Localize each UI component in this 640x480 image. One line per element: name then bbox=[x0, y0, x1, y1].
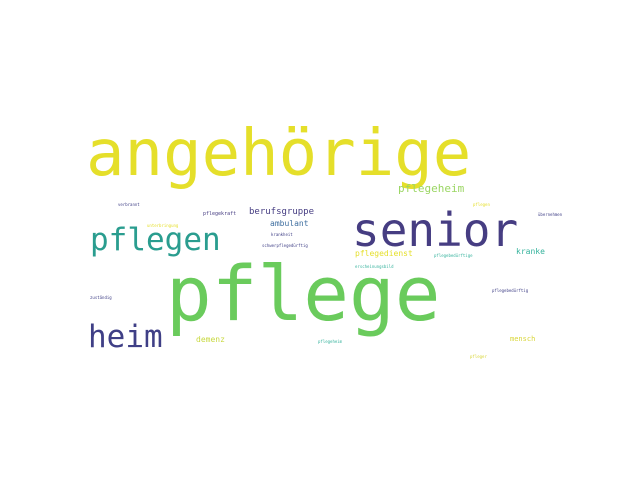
word-pflegedienst: pflegedienst bbox=[355, 249, 413, 258]
word-erscheinungsbild: erscheinungsbild bbox=[355, 264, 394, 269]
word-berufsgruppe: berufsgruppe bbox=[249, 207, 315, 217]
word-verbrannt: verbrannt bbox=[118, 202, 140, 207]
word-angehoerige: angehörige bbox=[86, 117, 472, 191]
word-uebernehmen: übernehmen bbox=[538, 212, 563, 217]
word-demenz: demenz bbox=[196, 335, 225, 344]
word-ambulant: ambulant bbox=[270, 219, 309, 228]
word-kranke: kranke bbox=[516, 247, 545, 256]
word-pflegen: pflegen bbox=[90, 222, 221, 258]
word-heim: heim bbox=[88, 319, 163, 355]
word-krankheit: krankheit bbox=[271, 232, 293, 237]
word-pflegebeduerftig: pflegebedürftig bbox=[492, 288, 529, 293]
word-unterbringung: unterbringung bbox=[147, 223, 179, 228]
word-pflegeheim-small: pflegeheim bbox=[318, 339, 343, 344]
word-senior: senior bbox=[352, 203, 519, 257]
word-pflegekraft: pflegekraft bbox=[203, 211, 237, 217]
word-pflegebeduerftige: pflegebedürftige bbox=[434, 253, 473, 258]
word-schwerpflegebeduerftig: schwerpflegedürftig bbox=[262, 243, 308, 248]
word-zustaendig: zuständig bbox=[90, 295, 112, 300]
word-pflegeheim: pflegeheim bbox=[398, 182, 465, 195]
word-pflegen-small: pflegen bbox=[473, 202, 490, 207]
word-pfleger: pfleger bbox=[470, 354, 487, 359]
word-mensch: mensch bbox=[510, 335, 536, 343]
word-pflege: pflege bbox=[166, 249, 441, 338]
